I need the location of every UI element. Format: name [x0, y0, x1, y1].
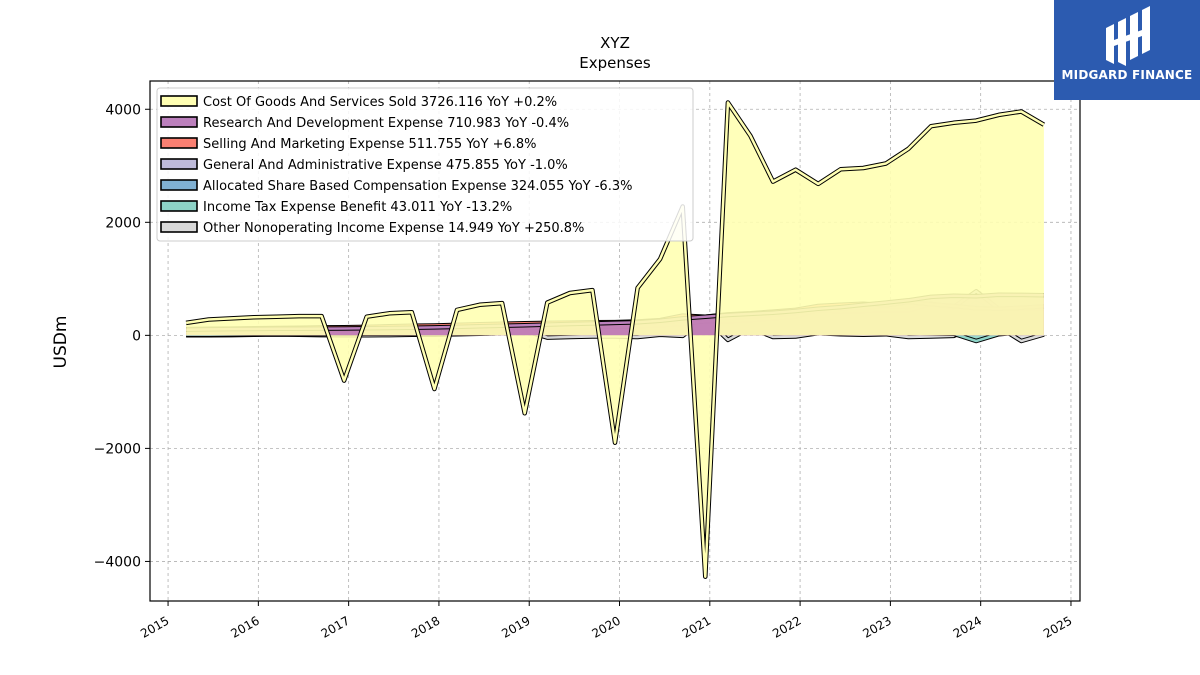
- y-tick-label-2: 0: [132, 328, 141, 344]
- x-tick-label-2024: 2024: [951, 613, 984, 640]
- x-tick-label-2019: 2019: [499, 613, 532, 640]
- legend-swatch-1: [160, 116, 198, 128]
- x-tick-label-2015: 2015: [138, 613, 171, 640]
- legend: Cost Of Goods And Services Sold 3726.116…: [156, 87, 694, 242]
- series-line-0: [185, 101, 1045, 578]
- legend-swatch-0: [160, 95, 198, 107]
- y-tick-label-1: −2000: [94, 441, 141, 457]
- legend-swatch-6: [160, 221, 198, 233]
- plot-area: [185, 100, 1046, 579]
- chart-title: XYZ: [600, 34, 630, 52]
- legend-label-4: Allocated Share Based Compensation Expen…: [203, 179, 632, 194]
- legend-swatch-2: [160, 137, 198, 149]
- plot-frame: [149, 80, 1081, 602]
- x-tick-label-2022: 2022: [770, 613, 803, 640]
- legend-label-0: Cost Of Goods And Services Sold 3726.116…: [203, 95, 557, 110]
- legend-swatch-4: [160, 179, 198, 191]
- legend-label-1: Research And Development Expense 710.983…: [203, 116, 569, 131]
- y-tick-label-3: 2000: [105, 215, 141, 231]
- series-area-0: [186, 102, 1044, 577]
- legend-label-2: Selling And Marketing Expense 511.755 Yo…: [203, 137, 537, 152]
- x-tick-label-2017: 2017: [319, 613, 352, 640]
- x-tick-label-2023: 2023: [860, 613, 893, 640]
- y-axis-label: USDm: [51, 316, 71, 369]
- legend-swatch-3: [160, 158, 198, 170]
- y-tick-label-0: −4000: [94, 554, 141, 570]
- legend-box: [156, 87, 694, 242]
- chart-subtitle: Expenses: [579, 54, 651, 72]
- logo-mark-icon: [1106, 6, 1150, 66]
- y-tick-label-4: 4000: [105, 102, 141, 118]
- legend-label-3: General And Administrative Expense 475.8…: [203, 158, 568, 173]
- logo: MIDGARD FINANCE: [1054, 0, 1200, 100]
- legend-label-6: Other Nonoperating Income Expense 14.949…: [203, 221, 584, 236]
- x-tick-label-2020: 2020: [590, 613, 623, 640]
- logo-text: MIDGARD FINANCE: [1061, 68, 1193, 82]
- legend-swatch-5: [160, 200, 198, 212]
- x-tick-label-2021: 2021: [680, 613, 713, 640]
- x-tick-label-2025: 2025: [1041, 613, 1074, 640]
- x-tick-label-2018: 2018: [409, 613, 442, 640]
- legend-label-5: Income Tax Expense Benefit 43.011 YoY -1…: [203, 200, 512, 215]
- x-tick-label-2016: 2016: [228, 613, 261, 640]
